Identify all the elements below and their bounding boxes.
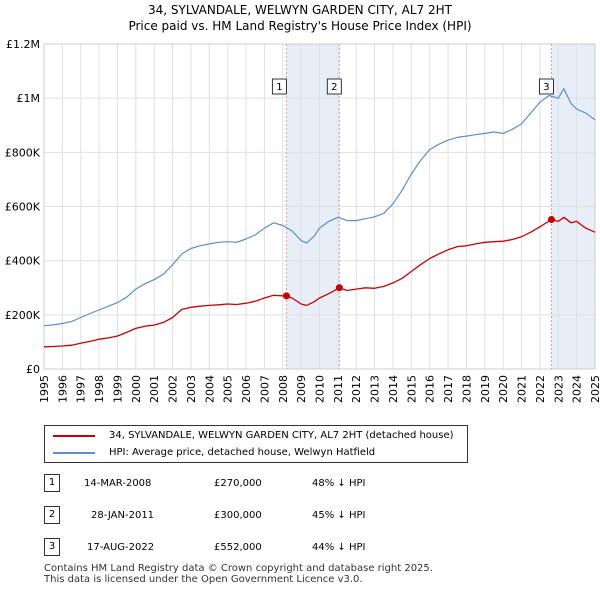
- hpi-line: [43, 88, 596, 327]
- sale-point-2: [335, 284, 343, 292]
- x-tick-label: 2000: [130, 375, 143, 403]
- x-tick-label: 2019: [479, 375, 492, 403]
- x-tick-label: 2018: [460, 375, 473, 403]
- x-tick-label: 2007: [258, 375, 271, 403]
- y-tick-label: £400K: [5, 255, 41, 268]
- sale-price: £300,000: [214, 510, 262, 521]
- sale-marker-box-3: [538, 78, 554, 95]
- plot-frame: [43, 43, 596, 370]
- x-tick-label: 2010: [314, 375, 327, 403]
- sale-date: 28-JAN-2011: [91, 510, 155, 521]
- x-tick-label: 2021: [516, 375, 529, 403]
- sale-date: 14-MAR-2008: [84, 478, 152, 489]
- sale-price: £270,000: [214, 478, 262, 489]
- footer-copyright: Contains HM Land Registry data © Crown c…: [44, 563, 433, 574]
- x-tick-label: 1998: [93, 375, 106, 403]
- x-tick-label: 1996: [56, 375, 69, 403]
- price-chart: 1 2 3 £0 £200K £400K £600K £800K £1M £1.2M 1995 199…: [5, 38, 600, 403]
- x-tick-label: 2015: [405, 375, 418, 403]
- x-tick-label: 2022: [534, 375, 547, 403]
- x-tick-label: 1997: [75, 375, 88, 403]
- footer-license: This data is licensed under the Open Gov…: [44, 574, 363, 585]
- sale-hpi-diff: 44% ↓ HPI: [312, 542, 366, 553]
- x-tick-label: 2004: [203, 375, 216, 403]
- legend-swatch-property: [53, 435, 95, 437]
- property-price-line: [43, 216, 596, 348]
- x-tick-label: 2012: [350, 375, 363, 403]
- sale-number: 3: [44, 538, 60, 556]
- sale-hpi-diff: 48% ↓ HPI: [312, 478, 366, 489]
- x-tick-label: 2023: [552, 375, 565, 403]
- sale-number: 2: [44, 506, 60, 524]
- x-tick-label: 2002: [167, 375, 180, 403]
- sale-marker-label-1: 1: [276, 82, 282, 93]
- legend-swatch-hpi: [53, 452, 95, 454]
- y-tick-label: £1M: [17, 92, 41, 105]
- x-tick-label: 2020: [497, 375, 510, 403]
- legend: 34, SYLVANDALE, WELWYN GARDEN CITY, AL7 …: [44, 425, 468, 463]
- sale-number: 1: [44, 474, 60, 492]
- sale-marker-label-2: 2: [331, 82, 337, 93]
- sale-row-1: 1 14-MAR-2008 £270,000 48% ↓ HPI: [44, 474, 444, 492]
- y-tick-label: £200K: [5, 309, 41, 322]
- y-tick-label: £1.2M: [6, 38, 40, 51]
- x-tick-label: 2017: [442, 375, 455, 403]
- x-tick-label: 2005: [222, 375, 235, 403]
- x-tick-label: 2009: [295, 375, 308, 403]
- x-tick-label: 2001: [148, 375, 161, 403]
- chart-subtitle: Price paid vs. HM Land Registry's House …: [128, 19, 472, 33]
- sale-date: 17-AUG-2022: [87, 542, 155, 553]
- y-tick-label: £800K: [5, 146, 41, 159]
- x-tick-label: 2025: [589, 375, 600, 403]
- sale-row-2: 2 28-JAN-2011 £300,000 45% ↓ HPI: [44, 506, 444, 524]
- y-tick-label: £600K: [5, 201, 41, 214]
- sale-hpi-diff: 45% ↓ HPI: [312, 510, 366, 521]
- sale-marker-label-3: 3: [543, 82, 549, 93]
- x-tick-label: 1995: [38, 375, 51, 403]
- sale-point-3: [547, 216, 555, 223]
- x-tick-label: 2003: [185, 375, 198, 403]
- x-tick-label: 2006: [240, 375, 253, 403]
- x-tick-label: 2011: [332, 375, 345, 403]
- x-tick-label: 2008: [277, 375, 290, 403]
- sale-price: £552,000: [214, 542, 262, 553]
- y-tick-label: £0: [26, 363, 40, 376]
- sale-marker-box-2: [326, 78, 342, 95]
- sale-row-3: 3 17-AUG-2022 £552,000 44% ↓ HPI: [44, 538, 444, 556]
- chart-title: 34, SYLVANDALE, WELWYN GARDEN CITY, AL7 …: [148, 3, 452, 17]
- x-tick-label: 2024: [571, 375, 584, 403]
- x-tick-label: 1999: [111, 375, 124, 403]
- x-tick-label: 2013: [369, 375, 382, 403]
- x-tick-label: 2014: [387, 375, 400, 403]
- sale-marker-box-1: [271, 78, 287, 95]
- legend-label-property: 34, SYLVANDALE, WELWYN GARDEN CITY, AL7 …: [109, 430, 454, 441]
- sale-point-1: [282, 292, 290, 300]
- x-tick-label: 2016: [424, 375, 437, 403]
- legend-label-hpi: HPI: Average price, detached house, Welw…: [109, 447, 376, 458]
